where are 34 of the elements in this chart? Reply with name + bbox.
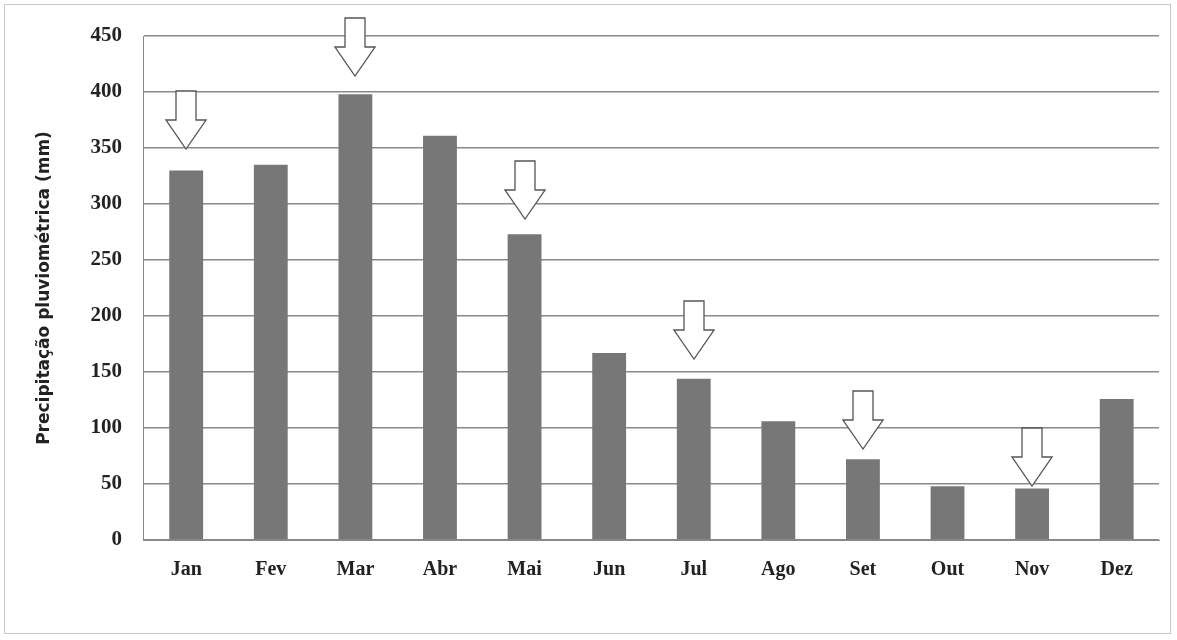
bar [930,486,965,540]
y-tick-label: 0 [111,526,122,551]
bar [169,170,204,540]
bar [507,234,542,540]
bar [676,378,711,540]
x-tick-label: Out [930,557,965,580]
y-tick-label: 100 [90,414,122,439]
x-tick-label: Jun [593,557,626,580]
bar [423,135,457,540]
bar [253,164,288,540]
y-tick-label: 350 [90,134,122,159]
y-axis-title: Precipitação pluviométrica (mm) [32,131,53,445]
y-tick-label: 400 [90,78,122,103]
bar [846,459,880,540]
x-tick-label: Jan [170,557,202,580]
y-tick-label: 200 [90,302,122,327]
x-tick-label: Nov [1014,557,1050,580]
bar [1099,398,1134,540]
x-tick-label: Ago [761,557,796,581]
y-tick-label: 50 [100,470,122,495]
y-tick-label: 450 [90,22,122,47]
x-tick-label: Jul [680,557,708,580]
x-tick-label: Mar [336,557,375,580]
y-tick-label: 250 [90,246,122,271]
y-tick-label: 150 [90,358,122,383]
x-tick-label: Mai [507,557,543,580]
x-tick-label: Abr [422,557,458,580]
x-tick-label: Dez [1100,557,1133,580]
x-tick-label: Fev [255,557,287,580]
bar [338,94,373,540]
y-tick-label: 300 [90,190,122,215]
bar [592,352,627,540]
x-tick-label: Set [849,557,877,580]
bar [761,421,796,540]
